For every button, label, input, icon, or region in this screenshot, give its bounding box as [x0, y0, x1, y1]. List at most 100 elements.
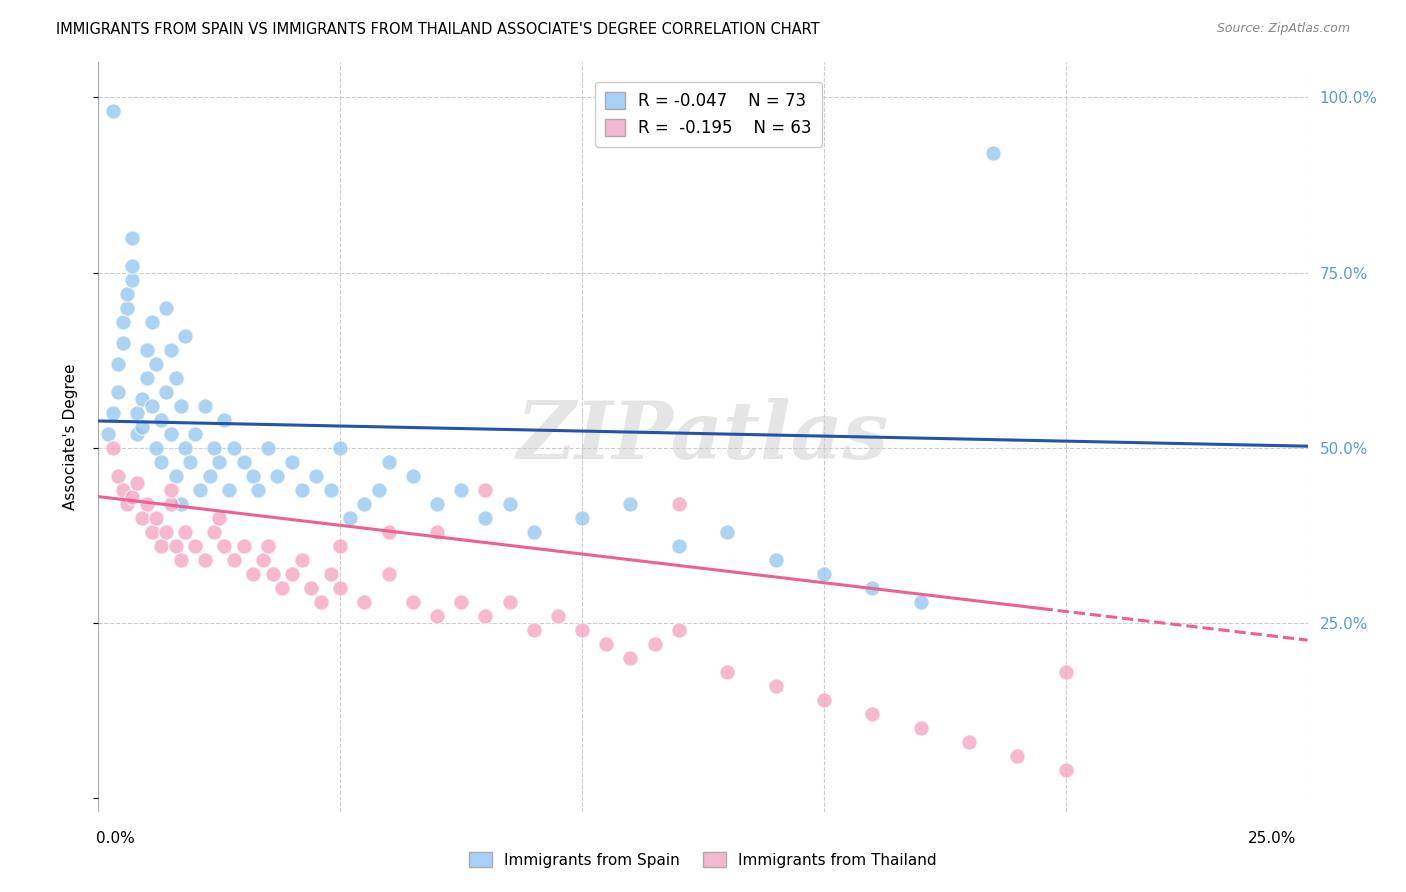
Point	[402, 594, 425, 608]
Point	[474, 510, 496, 524]
Point	[329, 539, 352, 553]
Point	[127, 475, 149, 490]
Point	[290, 552, 312, 566]
Point	[1054, 665, 1077, 679]
Text: Source: ZipAtlas.com: Source: ZipAtlas.com	[1216, 22, 1350, 36]
Point	[319, 483, 342, 497]
Point	[174, 441, 197, 455]
Point	[402, 468, 425, 483]
Point	[498, 594, 520, 608]
Point	[765, 679, 787, 693]
Point	[131, 510, 153, 524]
Point	[595, 637, 617, 651]
Point	[101, 406, 124, 420]
Point	[150, 539, 173, 553]
Point	[174, 524, 197, 539]
Point	[188, 483, 211, 497]
Point	[571, 510, 593, 524]
Text: 0.0%: 0.0%	[96, 831, 135, 846]
Point	[426, 497, 449, 511]
Point	[135, 370, 157, 384]
Point	[329, 441, 352, 455]
Point	[426, 608, 449, 623]
Point	[184, 539, 207, 553]
Point	[813, 692, 835, 706]
Point	[131, 392, 153, 406]
Point	[523, 524, 546, 539]
Point	[155, 301, 177, 315]
Point	[208, 510, 231, 524]
Point	[716, 665, 738, 679]
Point	[121, 259, 143, 273]
Point	[169, 497, 191, 511]
Point	[281, 566, 304, 581]
Point	[204, 524, 226, 539]
Point	[619, 650, 641, 665]
Point	[111, 483, 134, 497]
Point	[377, 566, 399, 581]
Point	[208, 454, 231, 468]
Point	[121, 490, 143, 504]
Point	[155, 384, 177, 399]
Point	[860, 706, 883, 721]
Point	[305, 468, 328, 483]
Point	[145, 441, 167, 455]
Point	[131, 419, 153, 434]
Point	[141, 314, 163, 328]
Point	[271, 581, 294, 595]
Point	[155, 524, 177, 539]
Point	[212, 412, 235, 426]
Point	[184, 426, 207, 441]
Point	[910, 594, 932, 608]
Point	[309, 594, 332, 608]
Point	[145, 357, 167, 371]
Point	[160, 343, 183, 357]
Point	[377, 454, 399, 468]
Point	[145, 510, 167, 524]
Point	[117, 497, 139, 511]
Y-axis label: Associate's Degree: Associate's Degree	[63, 364, 77, 510]
Point	[169, 399, 191, 413]
Point	[247, 483, 270, 497]
Point	[135, 343, 157, 357]
Point	[262, 566, 284, 581]
Point	[765, 552, 787, 566]
Point	[339, 510, 361, 524]
Text: IMMIGRANTS FROM SPAIN VS IMMIGRANTS FROM THAILAND ASSOCIATE'S DEGREE CORRELATION: IMMIGRANTS FROM SPAIN VS IMMIGRANTS FROM…	[56, 22, 820, 37]
Point	[668, 623, 690, 637]
Point	[957, 734, 980, 748]
Point	[619, 497, 641, 511]
Point	[232, 539, 254, 553]
Point	[111, 335, 134, 350]
Point	[377, 524, 399, 539]
Point	[107, 357, 129, 371]
Point	[353, 594, 375, 608]
Text: 25.0%: 25.0%	[1249, 831, 1296, 846]
Point	[299, 581, 322, 595]
Point	[141, 524, 163, 539]
Point	[571, 623, 593, 637]
Point	[160, 483, 183, 497]
Point	[194, 399, 217, 413]
Point	[218, 483, 240, 497]
Point	[165, 370, 187, 384]
Point	[1007, 748, 1029, 763]
Point	[222, 552, 245, 566]
Point	[101, 104, 124, 119]
Point	[165, 539, 187, 553]
Point	[813, 566, 835, 581]
Point	[474, 483, 496, 497]
Point	[111, 314, 134, 328]
Point	[547, 608, 569, 623]
Point	[127, 406, 149, 420]
Point	[121, 272, 143, 286]
Point	[266, 468, 288, 483]
Point	[329, 581, 352, 595]
Point	[860, 581, 883, 595]
Point	[97, 426, 120, 441]
Point	[242, 468, 264, 483]
Point	[141, 399, 163, 413]
Point	[169, 552, 191, 566]
Point	[368, 483, 391, 497]
Point	[222, 441, 245, 455]
